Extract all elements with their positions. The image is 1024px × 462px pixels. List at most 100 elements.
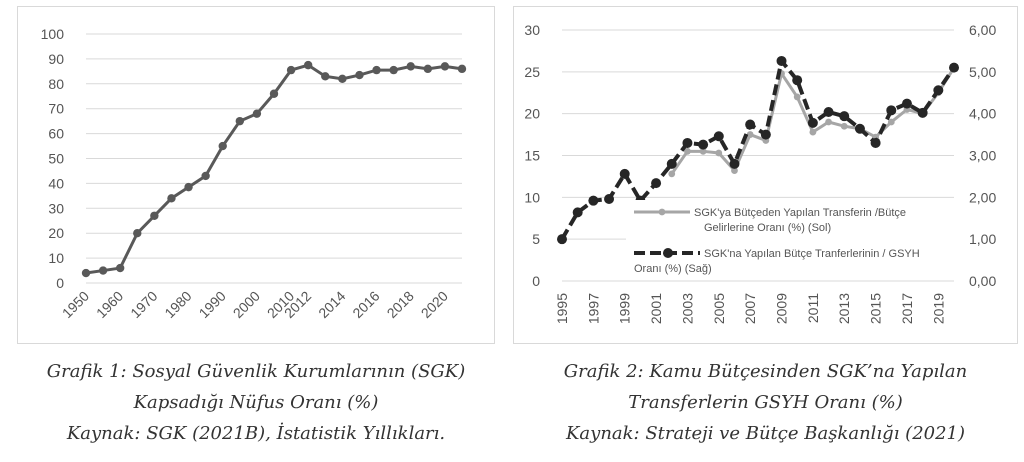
y-right-tick-label: 6,00 — [969, 22, 996, 38]
data-point — [184, 182, 193, 192]
y-tick-label: 90 — [48, 51, 64, 67]
x-tick-label: 2000 — [230, 288, 263, 321]
data-point — [303, 60, 313, 70]
x-tick-label: 2017 — [899, 293, 915, 324]
data-point-left-axis — [731, 167, 738, 174]
x-tick-label: 2019 — [930, 293, 946, 324]
chart-2-panel: 0 5 10 15 20 25 30 0,00 1,00 2,00 3,00 4,00 5,00 6,00… — [513, 6, 1018, 344]
x-tick-label: 2011 — [805, 293, 821, 323]
data-point-left-axis — [684, 147, 691, 155]
data-point-right-axis — [682, 137, 693, 148]
y-left-tick-label: 5 — [532, 231, 540, 247]
legend-label-right-axis-line-1: SGK'na Yapılan Bütçe Tranferlerinin / GS… — [704, 248, 920, 260]
data-point-right-axis — [572, 207, 583, 218]
data-point — [269, 89, 279, 98]
data-point — [423, 64, 433, 74]
data-point-right-axis — [870, 137, 881, 148]
data-point-right-axis — [729, 158, 740, 169]
y-right-tick-label: 1,00 — [969, 231, 996, 247]
y-left-tick-label: 0 — [532, 273, 540, 289]
data-point-right-axis — [886, 105, 897, 116]
data-point — [355, 70, 364, 80]
x-tick-label: 2016 — [349, 288, 382, 321]
data-point — [201, 171, 210, 181]
chart-2-caption: Grafik 2: Kamu Bütçesinden SGK’na Yapıla… — [513, 356, 1018, 449]
data-point-right-axis — [666, 158, 677, 169]
chart-1-caption: Grafik 1: Sosyal Güvenlik Kurumlarının (… — [17, 356, 495, 449]
x-tick-label: 2018 — [384, 288, 417, 321]
y-tick-label: 70 — [48, 101, 64, 117]
x-tick-label: 1970 — [127, 288, 160, 321]
chart-2-plot: 0 5 10 15 20 25 30 0,00 1,00 2,00 3,00 4,00 5,00 6,00… — [524, 22, 996, 324]
data-point-right-axis — [839, 111, 850, 122]
data-point — [81, 268, 91, 278]
data-point-right-axis — [557, 234, 567, 245]
data-point-right-axis — [807, 117, 818, 128]
data-point-left-axis — [793, 93, 801, 101]
data-point — [457, 64, 467, 74]
legend-label-right-axis-line-2: Oranı (%) (Sağ) — [634, 263, 712, 275]
x-tick-label: 2014 — [315, 288, 348, 321]
y-left-tick-label: 10 — [524, 189, 540, 205]
x-tick-label: 1997 — [585, 293, 601, 324]
data-point — [218, 141, 227, 151]
data-point-left-axis — [840, 122, 848, 130]
data-point-left-axis — [715, 149, 723, 157]
chart-1-caption-line-2: Kapsadığı Nüfus Oranı (%) — [133, 392, 379, 413]
data-point — [440, 62, 450, 71]
data-point-left-axis — [699, 147, 707, 155]
y-tick-label: 50 — [48, 151, 64, 167]
data-point-right-axis — [901, 98, 912, 109]
y-tick-label: 30 — [48, 200, 64, 216]
legend-label-left-axis-line-2: Gelirlerine Oranı (%) (Sol) — [704, 222, 831, 234]
y-right-tick-label: 3,00 — [969, 148, 996, 164]
data-point-right-axis — [854, 123, 865, 134]
data-point — [167, 194, 176, 203]
legend-marker-left-axis — [658, 208, 666, 216]
x-tick-label: 1990 — [196, 288, 229, 321]
data-point-right-axis — [933, 85, 944, 96]
y-tick-label: 80 — [48, 76, 64, 92]
data-point-right-axis — [713, 131, 724, 142]
data-point — [150, 211, 159, 220]
y-left-tick-label: 20 — [524, 106, 540, 122]
data-point-left-axis — [668, 170, 676, 178]
chart-2-caption-line-1: Grafik 2: Kamu Bütçesinden SGK’na Yapıla… — [563, 361, 968, 382]
data-point-left-axis — [825, 118, 832, 126]
data-point-right-axis — [604, 194, 615, 205]
y-left-tick-label: 30 — [524, 22, 540, 38]
y-tick-label: 60 — [48, 126, 64, 142]
x-tick-label: 2020 — [418, 288, 451, 321]
x-tick-label: 2007 — [742, 293, 758, 324]
data-point — [338, 74, 347, 84]
y-tick-label: 40 — [48, 175, 64, 191]
data-point — [321, 72, 330, 81]
x-tick-label: 1960 — [93, 288, 126, 321]
legend: SGK'ya Bütçeden Yapılan Transferin /Bütç… — [626, 200, 966, 276]
y-tick-label: 100 — [41, 26, 65, 42]
y-right-tick-label: 0,00 — [969, 273, 996, 289]
x-tick-label: 1995 — [554, 293, 570, 324]
x-tick-label: 1950 — [59, 288, 92, 321]
legend-marker-right-axis — [663, 248, 673, 258]
data-point-right-axis — [917, 107, 928, 118]
chart-1-caption-line-3: Kaynak: SGK (2021B), İstatistik Yıllıkla… — [66, 423, 446, 444]
x-tick-label: 2001 — [648, 293, 664, 324]
data-point — [133, 229, 142, 238]
data-point-left-axis — [887, 118, 895, 126]
data-point — [372, 65, 381, 75]
y-right-tick-label: 5,00 — [969, 64, 996, 80]
chart-2-caption-line-3: Kaynak: Strateji ve Bütçe Başkanlığı (20… — [565, 423, 966, 444]
y-tick-label: 10 — [48, 250, 64, 266]
chart-1-panel: 0 10 20 30 40 50 60 70 80 90 100 1950 1960 1970 1980 19… — [17, 6, 495, 344]
data-point — [115, 263, 125, 273]
y-left-tick-label: 15 — [524, 148, 540, 164]
data-point-right-axis — [760, 129, 771, 140]
x-tick-label: 2015 — [868, 293, 884, 324]
x-tick-label: 2009 — [774, 293, 790, 324]
legend-label-left-axis-line-1: SGK'ya Bütçeden Yapılan Transferin /Bütç… — [694, 207, 906, 219]
x-tick-label: 1980 — [161, 288, 194, 321]
data-point-left-axis — [809, 128, 817, 136]
x-tick-label: 2005 — [711, 293, 727, 324]
y-tick-label: 0 — [56, 275, 64, 291]
